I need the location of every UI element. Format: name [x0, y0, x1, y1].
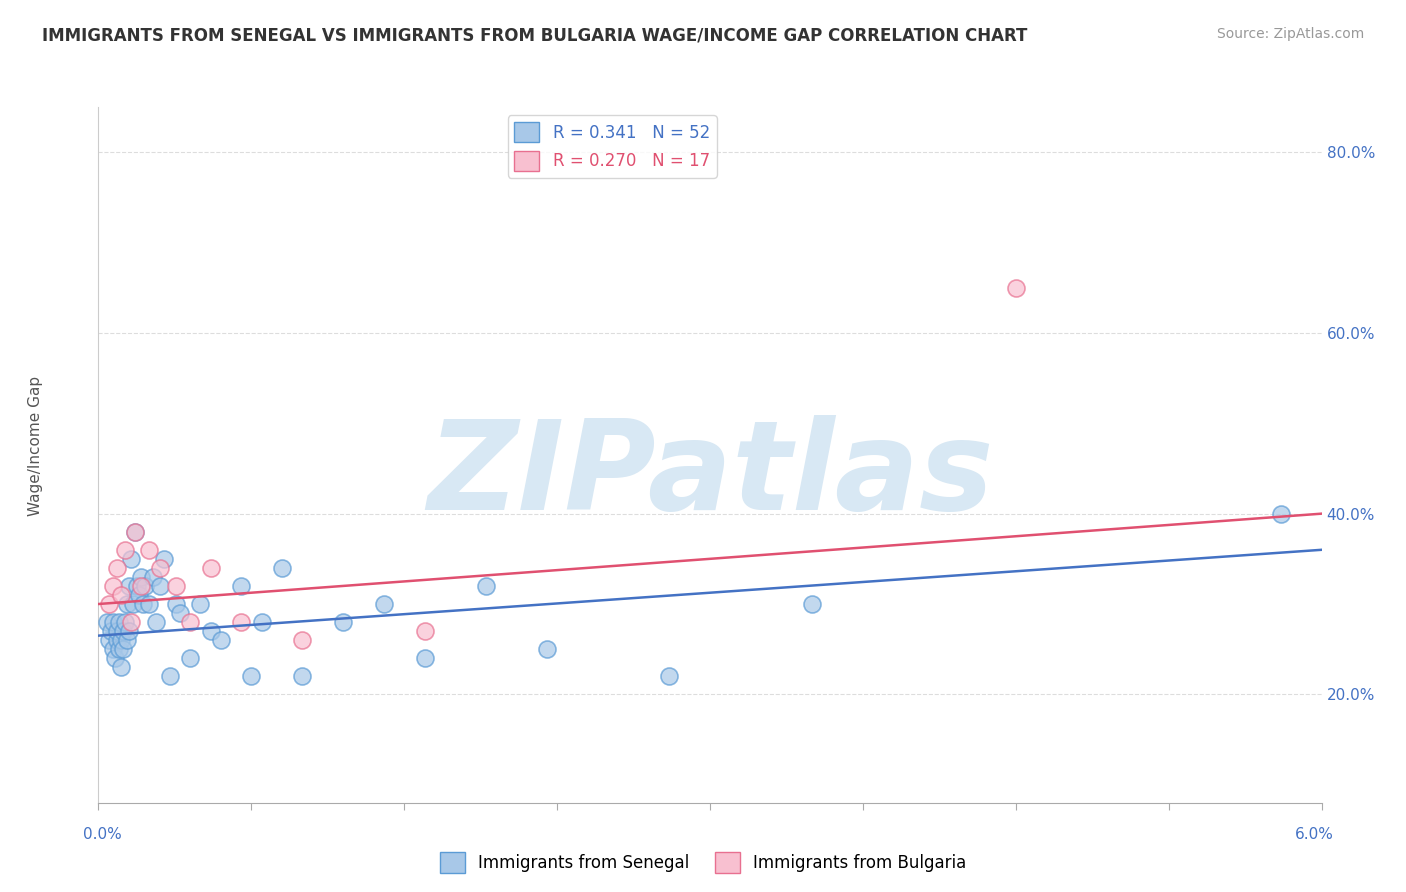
Point [142, 570, 165, 584]
Point [124, 524, 146, 539]
Point [413, 624, 436, 639]
Point [110, 588, 132, 602]
Point [110, 660, 132, 674]
Text: Source: ZipAtlas.com: Source: ZipAtlas.com [1216, 27, 1364, 41]
Point [152, 551, 174, 566]
Point [118, 624, 141, 639]
Point [114, 542, 136, 557]
Point [97, 633, 120, 648]
Point [332, 615, 354, 629]
Point [100, 624, 122, 639]
Point [209, 633, 232, 648]
Point [200, 561, 222, 575]
Text: 0.0%: 0.0% [83, 827, 122, 841]
Point [105, 561, 128, 575]
Point [127, 579, 149, 593]
Point [118, 579, 141, 593]
Legend: Immigrants from Senegal, Immigrants from Bulgaria: Immigrants from Senegal, Immigrants from… [433, 846, 973, 880]
Point [122, 597, 145, 611]
Point [159, 669, 181, 683]
Point [108, 615, 131, 629]
Legend: R = 0.341   N = 52, R = 0.270   N = 17: R = 0.341 N = 52, R = 0.270 N = 17 [508, 115, 717, 178]
Text: Wage/Income Gap: Wage/Income Gap [28, 376, 42, 516]
Point [134, 579, 156, 593]
Point [97, 597, 120, 611]
Point [124, 524, 146, 539]
Point [165, 579, 187, 593]
Point [96, 615, 118, 629]
Point [169, 606, 191, 620]
Point [120, 615, 142, 629]
Point [1270, 507, 1292, 521]
Point [188, 597, 211, 611]
Point [114, 615, 136, 629]
Point [108, 642, 131, 657]
Point [111, 642, 134, 657]
Point [200, 624, 222, 639]
Point [105, 633, 128, 648]
Point [111, 624, 134, 639]
Point [536, 642, 558, 657]
Point [115, 633, 138, 648]
Point [101, 615, 124, 629]
Point [101, 579, 124, 593]
Point [270, 561, 292, 575]
Point [179, 615, 201, 629]
Point [413, 651, 436, 665]
Point [240, 669, 263, 683]
Point [149, 561, 172, 575]
Point [138, 597, 160, 611]
Point [115, 597, 138, 611]
Point [120, 551, 142, 566]
Text: 6.0%: 6.0% [1295, 827, 1334, 841]
Point [165, 597, 187, 611]
Point [105, 624, 128, 639]
Point [291, 669, 314, 683]
Point [801, 597, 824, 611]
Point [229, 615, 253, 629]
Point [128, 588, 150, 602]
Point [104, 651, 127, 665]
Point [291, 633, 314, 648]
Point [129, 579, 152, 593]
Text: IMMIGRANTS FROM SENEGAL VS IMMIGRANTS FROM BULGARIA WAGE/INCOME GAP CORRELATION : IMMIGRANTS FROM SENEGAL VS IMMIGRANTS FR… [42, 27, 1028, 45]
Point [250, 615, 273, 629]
Point [229, 579, 253, 593]
Point [132, 597, 155, 611]
Point [145, 615, 167, 629]
Point [474, 579, 498, 593]
Point [1004, 281, 1026, 295]
Text: ZIPatlas: ZIPatlas [427, 416, 993, 536]
Point [129, 570, 152, 584]
Point [101, 642, 124, 657]
Point [149, 579, 172, 593]
Point [373, 597, 395, 611]
Point [179, 651, 201, 665]
Point [138, 542, 160, 557]
Point [658, 669, 681, 683]
Point [110, 633, 132, 648]
